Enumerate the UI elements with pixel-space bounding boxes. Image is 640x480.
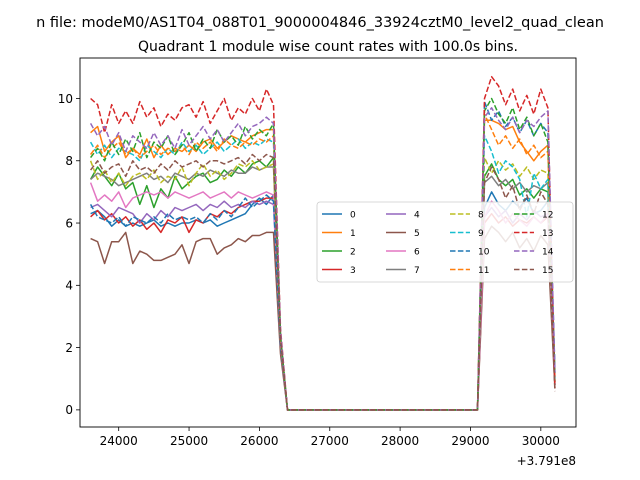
x-tick-label: 28000 [381,434,419,448]
legend-label-14: 14 [542,248,554,258]
y-tick-label: 8 [65,154,73,168]
legend-label-7: 7 [414,266,420,276]
series-8-line [89,156,556,411]
figure-suptitle: n file: modeM0/AS1T04_088T01_9000004846_… [36,15,604,31]
x-tick-label: 25000 [170,434,208,448]
y-tick-label: 10 [58,92,73,106]
legend-label-0: 0 [350,211,356,221]
legend-label-5: 5 [414,229,420,239]
y-tick-label: 4 [65,279,73,293]
chart-title: Quadrant 1 module wise count rates with … [138,39,518,55]
legend-label-15: 15 [542,266,553,276]
y-tick-label: 2 [65,341,73,355]
y-tick-label: 6 [65,216,73,230]
x-tick-label: 26000 [240,434,278,448]
legend-label-13: 13 [542,229,553,239]
legend-label-8: 8 [478,211,484,221]
series-14-line [89,107,556,411]
legend-label-1: 1 [350,229,356,239]
legend-label-11: 11 [478,266,489,276]
series-15-line [90,153,556,411]
legend-label-6: 6 [414,248,420,258]
x-tick-label: 29000 [451,434,489,448]
legend-label-3: 3 [350,266,356,276]
legend-label-4: 4 [414,211,420,221]
legend-label-10: 10 [478,248,490,258]
x-tick-label: 30000 [522,434,560,448]
y-axis: 0 2 4 6 8 10 [58,92,80,417]
x-tick-label: 27000 [311,434,349,448]
plot-frame [79,57,577,428]
y-tick-label: 0 [65,403,73,417]
legend-label-2: 2 [350,248,356,258]
x-tick-label: 24000 [100,434,138,448]
series-layer [89,75,556,411]
legend-label-9: 9 [478,229,484,239]
legend-label-12: 12 [542,211,553,221]
x-axis: 24000 25000 26000 27000 28000 29000 30000 [100,427,560,448]
x-offset-label: +3.791e8 [517,454,576,468]
legend-box [316,201,574,283]
series-2-line [89,156,556,411]
